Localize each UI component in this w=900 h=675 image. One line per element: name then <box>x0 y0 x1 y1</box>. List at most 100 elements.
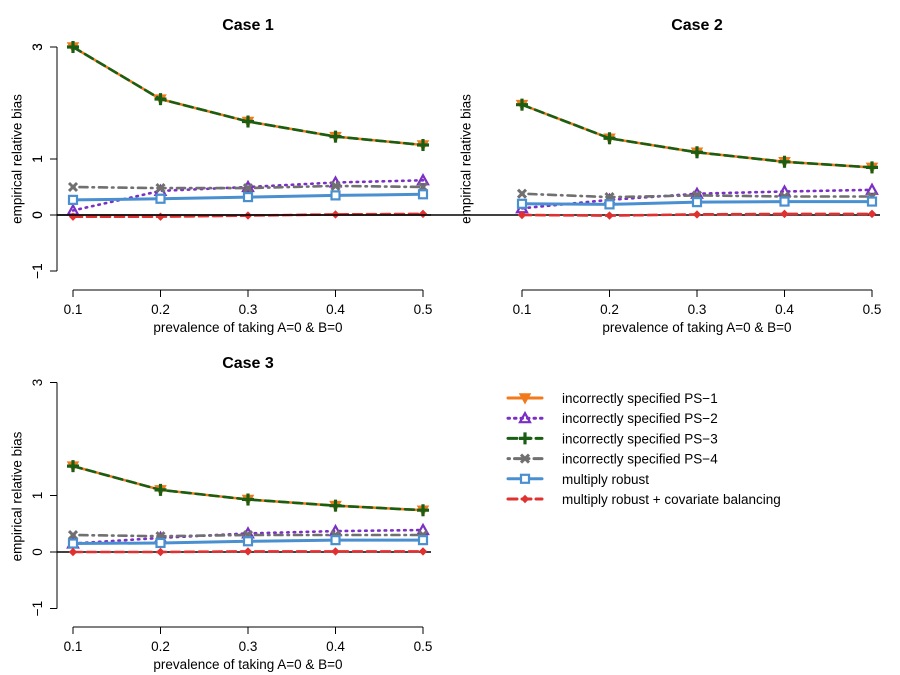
y-axis-label: empirical relative bias <box>459 94 474 224</box>
x-axis-label: prevalence of taking A=0 & B=0 <box>153 657 342 672</box>
x-tick-label: 0.4 <box>775 302 794 317</box>
legend-label: incorrectly specified PS−3 <box>562 431 718 446</box>
x-tick-label: 0.5 <box>414 302 433 317</box>
x-tick-label: 0.1 <box>64 302 83 317</box>
data-point <box>155 183 166 194</box>
x-tick-label: 0.3 <box>239 639 258 654</box>
legend-item: incorrectly specified PS−3 <box>506 431 718 446</box>
series-ps-6 <box>68 547 428 557</box>
series-line <box>71 464 425 512</box>
series-ps-3 <box>516 98 878 174</box>
data-point <box>243 547 253 556</box>
data-point <box>329 499 342 512</box>
legend-marker <box>520 494 530 504</box>
legend-item: multiply robust <box>506 472 649 487</box>
data-point <box>417 504 429 517</box>
data-point <box>866 161 878 174</box>
x-tick-label: 0.4 <box>326 302 345 317</box>
data-point <box>603 132 616 145</box>
legend-item: incorrectly specified PS−2 <box>506 410 718 426</box>
data-point <box>242 191 254 203</box>
x-tick-label: 0.5 <box>863 302 882 317</box>
data-point <box>67 181 79 193</box>
x-axis-label: prevalence of taking A=0 & B=0 <box>602 320 791 335</box>
series-ps-1 <box>66 461 430 517</box>
data-point <box>67 194 79 205</box>
legend-label: multiply robust <box>562 472 649 487</box>
data-point <box>516 98 528 111</box>
y-tick-label: 3 <box>30 43 45 51</box>
data-point <box>242 183 254 194</box>
y-tick-label: 0 <box>30 548 45 556</box>
y-tick-label: −1 <box>30 263 45 278</box>
y-tick-label: 0 <box>30 211 45 219</box>
series-ps-5 <box>516 196 878 210</box>
data-point <box>417 139 429 151</box>
series-ps-5 <box>67 189 429 205</box>
legend-marker <box>519 473 531 484</box>
data-point <box>778 155 791 168</box>
legend-marker <box>519 453 531 464</box>
y-tick-label: 1 <box>30 155 45 163</box>
data-point <box>330 180 341 191</box>
y-tick-label: −1 <box>30 601 45 616</box>
data-point <box>154 483 167 496</box>
series-ps-3 <box>67 41 429 151</box>
series-ps-1 <box>515 99 879 174</box>
data-point <box>865 182 879 195</box>
data-point <box>67 41 79 53</box>
x-tick-label: 0.3 <box>688 302 707 317</box>
data-point <box>156 547 165 557</box>
y-tick-label: 1 <box>30 492 45 500</box>
legend-label: incorrectly specified PS−1 <box>562 391 718 406</box>
series-ps-3 <box>67 460 429 517</box>
legend-item: multiply robust + covariate balancing <box>506 492 781 507</box>
y-tick-label: 3 <box>30 379 45 387</box>
data-point <box>691 146 703 159</box>
data-point <box>330 190 341 201</box>
legend-marker <box>518 393 532 405</box>
y-axis-label: empirical relative bias <box>10 431 25 561</box>
series-line <box>71 45 425 147</box>
data-point <box>155 537 166 549</box>
data-point <box>331 547 340 556</box>
legend: incorrectly specified PS−1 incorrectly sp… <box>506 391 781 507</box>
x-tick-label: 0.2 <box>151 639 170 654</box>
legend-marker <box>518 410 532 424</box>
legend-marker <box>519 432 531 445</box>
series-ps-5 <box>67 535 429 549</box>
data-point <box>517 210 527 220</box>
data-point <box>67 529 79 541</box>
data-point <box>692 210 702 219</box>
panel-case-3: Case 3 −1 0 1 3 empirical relative bias 0.1 0.2… <box>10 355 433 672</box>
series-line <box>71 45 425 147</box>
legend-item: incorrectly specified PS−1 <box>506 391 718 406</box>
data-point <box>604 199 615 210</box>
data-point <box>67 460 79 473</box>
data-point <box>417 535 429 546</box>
legend-label: multiply robust + covariate balancing <box>562 492 781 507</box>
x-axis-label: prevalence of taking A=0 & B=0 <box>153 320 342 335</box>
legend-item: incorrectly specified PS−4 <box>506 452 718 467</box>
y-tick-label: 1 <box>30 155 45 163</box>
legend-label: incorrectly specified PS−4 <box>562 452 718 467</box>
data-point <box>67 538 79 549</box>
x-tick-label: 0.1 <box>513 302 532 317</box>
data-point <box>155 193 166 204</box>
x-tick-label: 0.2 <box>151 302 170 317</box>
data-point <box>516 188 528 199</box>
y-axis-label: empirical relative bias <box>10 94 25 224</box>
data-point <box>242 536 254 547</box>
y-tick-label: 0 <box>30 211 45 219</box>
data-point <box>418 547 428 556</box>
data-point <box>867 209 877 219</box>
data-point <box>779 196 790 207</box>
panel-title: Case 2 <box>671 17 723 34</box>
data-point <box>242 493 254 506</box>
data-point <box>416 173 430 186</box>
data-point <box>691 197 703 208</box>
y-tick-label: −1 <box>30 263 45 278</box>
data-point <box>417 189 429 200</box>
data-point <box>242 115 254 128</box>
